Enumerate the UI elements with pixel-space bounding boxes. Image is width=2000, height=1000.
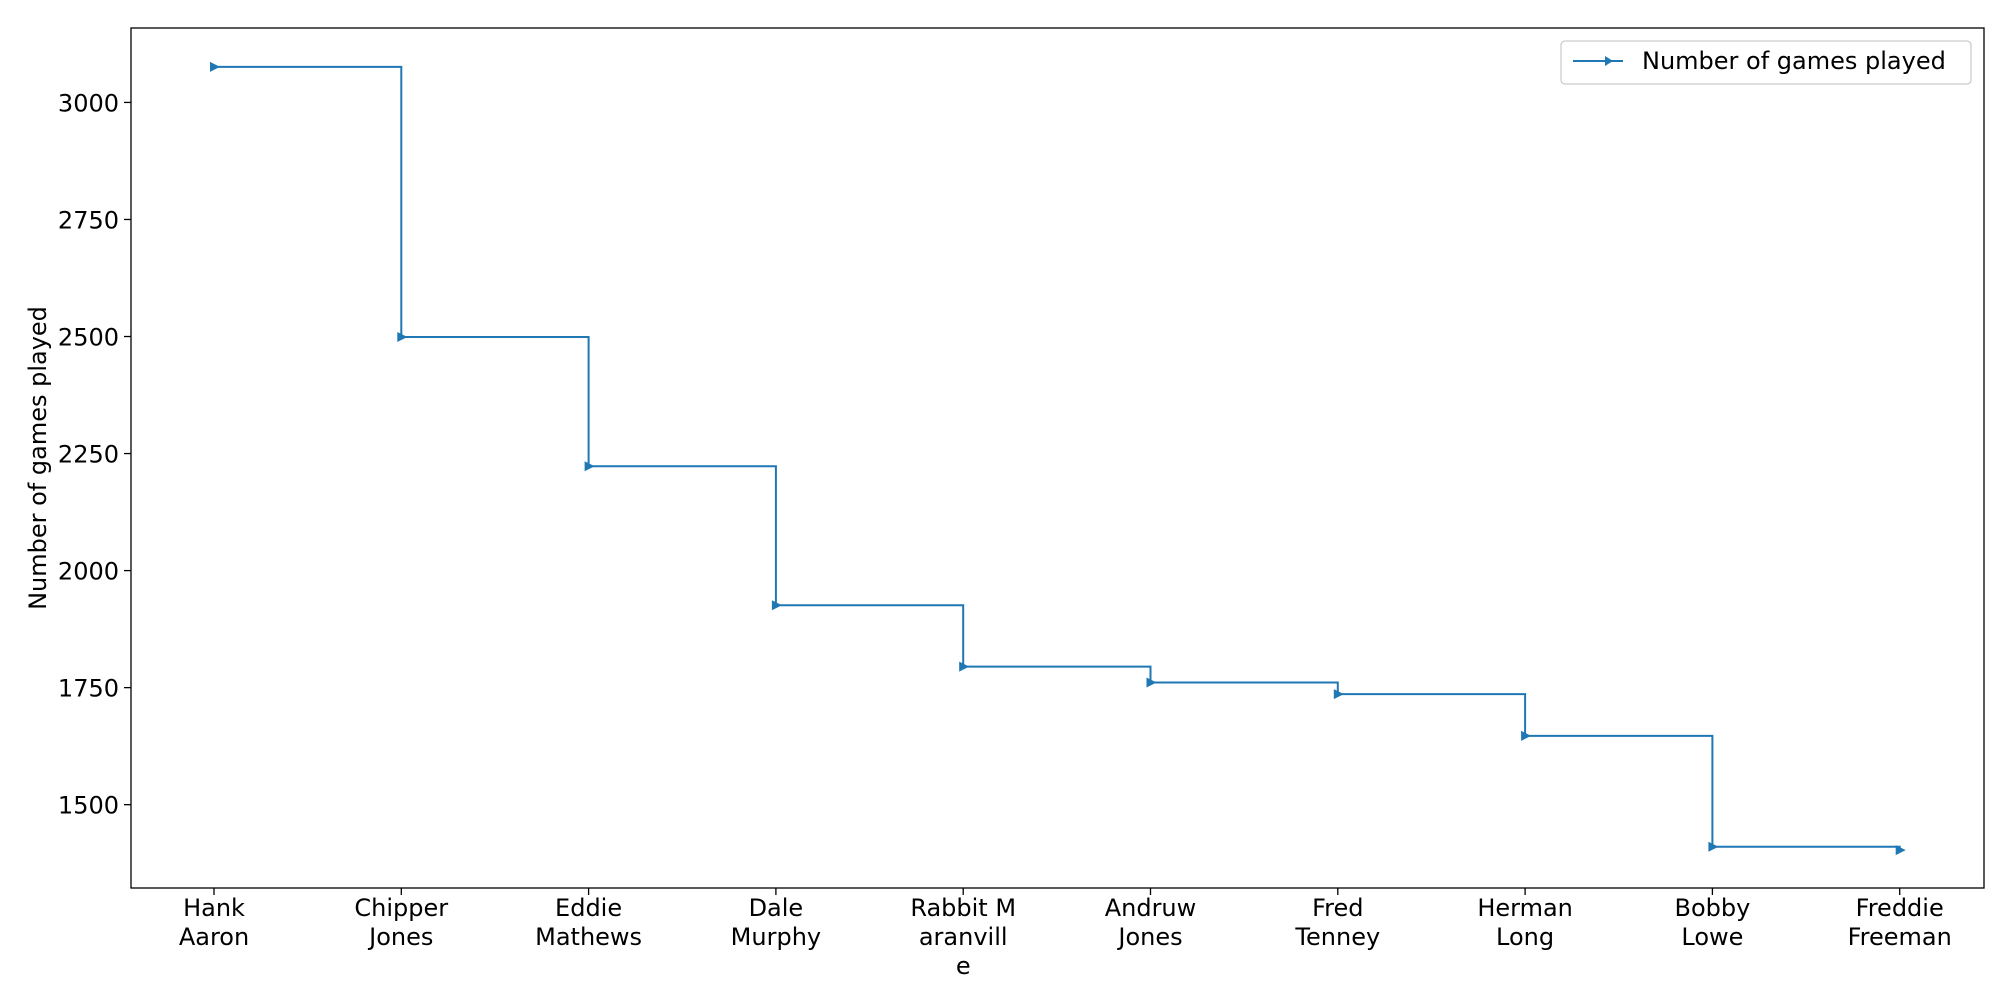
data-point-marker — [210, 61, 220, 72]
y-tick-label: 2750 — [58, 206, 119, 234]
x-tick-label-line: Bobby — [1674, 894, 1750, 922]
x-tick-label: Fred Tenney — [1294, 894, 1380, 951]
x-tick-label-line: Jones — [367, 923, 433, 951]
x-tick-label: Dale Murphy — [731, 894, 821, 951]
x-tick-label-line: aranvill — [919, 923, 1008, 951]
series-markers — [210, 61, 1906, 856]
x-tick-label: Eddie Mathews — [535, 894, 642, 951]
y-tick-label: 2000 — [58, 558, 119, 586]
x-tick-label: Freddie Freeman — [1848, 894, 1952, 951]
x-tick-label: Hank Aaron — [179, 894, 249, 951]
x-tick-label-line: Eddie — [555, 894, 622, 922]
x-tick-label: Chipper Jones — [354, 894, 448, 951]
y-tick-label: 2250 — [58, 441, 119, 469]
y-axis-label: Number of games played — [24, 306, 52, 610]
y-tick-label: 2500 — [58, 324, 119, 352]
data-point-marker — [584, 461, 595, 472]
legend-marker-icon — [1605, 56, 1613, 66]
data-point-marker — [1521, 730, 1532, 741]
y-tick-label: 3000 — [58, 89, 119, 117]
data-point-marker — [1333, 689, 1344, 700]
x-tick-label-line: Andruw — [1105, 894, 1197, 922]
x-tick-label: Herman Long — [1477, 894, 1573, 951]
x-tick-label-line: Aaron — [179, 923, 249, 951]
data-point-marker — [1895, 845, 1906, 856]
x-tick-label-line: Long — [1496, 923, 1554, 951]
x-tick-label-line: Fred — [1312, 894, 1363, 922]
x-tick-label-line: Herman — [1477, 894, 1573, 922]
legend-box — [1560, 40, 1972, 85]
legend: Number of games played — [1560, 40, 1972, 85]
legend-label: Number of games played — [1642, 47, 1946, 75]
data-point-marker — [1146, 677, 1157, 688]
x-tick-label-line: Freeman — [1848, 923, 1952, 951]
x-tick-label-line: e — [956, 952, 971, 980]
x-tick-label-line: Lowe — [1681, 923, 1743, 951]
data-point-marker — [397, 331, 408, 342]
x-tick-label-line: Rabbit M — [910, 894, 1016, 922]
x-tick-label-line: Hank — [183, 894, 245, 922]
data-point-marker — [1708, 841, 1719, 852]
data-point-marker — [959, 661, 970, 672]
y-tick-label: 1500 — [58, 792, 119, 820]
x-tick-label-line: Freddie — [1856, 894, 1944, 922]
x-tick-label-line: Dale — [749, 894, 804, 922]
x-tick-label-line: Jones — [1116, 923, 1182, 951]
x-tick-label-line: Mathews — [535, 923, 642, 951]
x-tick-label-line: Chipper — [354, 894, 448, 922]
x-tick-label: Andruw Jones — [1105, 894, 1197, 951]
x-tick-label: Bobby Lowe — [1674, 894, 1750, 951]
x-tick-label-line: Murphy — [731, 923, 821, 951]
y-axis: 1500 1750 2000 2250 2500 2750 3000 — [58, 89, 131, 820]
plot-area — [130, 27, 1985, 889]
x-tick-label-line: Tenney — [1294, 923, 1380, 951]
y-tick-label: 1750 — [58, 675, 119, 703]
series-line — [214, 65, 1901, 851]
data-point-marker — [771, 600, 782, 611]
